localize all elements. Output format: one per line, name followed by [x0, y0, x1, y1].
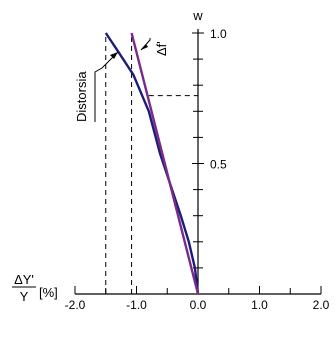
x-tick-label: -2.0: [65, 298, 86, 312]
series-lines: [104, 32, 200, 295]
x-axis-label-denominator: Y: [20, 289, 29, 304]
x-tick-label: 1.0: [251, 298, 268, 312]
reference-lines: [105, 33, 198, 294]
x-tick-label: 2.0: [313, 298, 330, 312]
df-leader-line: [140, 38, 151, 51]
series-label-df: Δf': [154, 41, 169, 56]
labels: -2.0 -1.0 0.0 1.0 2.0 0.5 1.0 w ΔY' Y [%] Distorsia…: [12, 8, 330, 312]
y-axis-label: w: [192, 8, 203, 23]
series-line-0: [104, 32, 200, 295]
distorsia-leader-arrow: [110, 52, 118, 59]
x-tick-label: 0.0: [190, 298, 207, 312]
axes: [75, 29, 321, 295]
y-tick-label: 1.0: [210, 27, 227, 41]
x-axis-label-numerator: ΔY': [14, 272, 34, 287]
y-tick-label: 0.5: [210, 158, 227, 172]
distorsia-leader-line: [94, 51, 119, 122]
x-tick-label: -1.0: [126, 298, 147, 312]
x-axis-label-unit: [%]: [39, 285, 58, 300]
series-label-distorsia: Distorsia: [74, 71, 89, 122]
series-line-1: [130, 32, 200, 295]
df-leader-arrow: [141, 44, 148, 50]
